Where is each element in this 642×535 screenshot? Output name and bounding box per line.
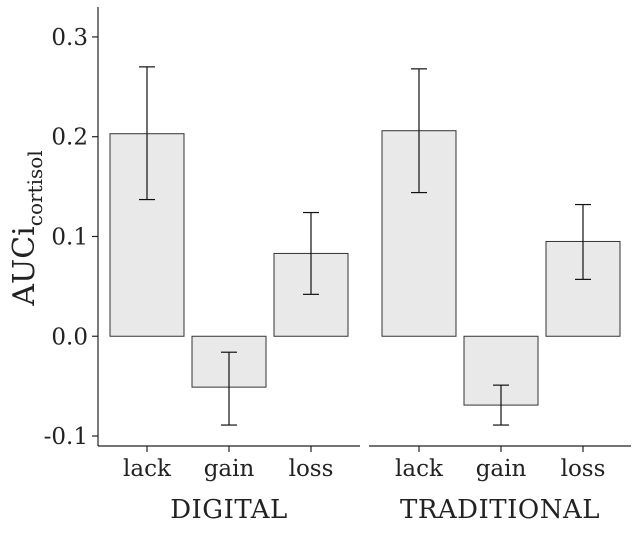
x-tick-label: loss — [561, 456, 606, 482]
y-axis-title: AUCicortisol — [7, 150, 47, 306]
y-tick-label: 0.1 — [51, 224, 88, 250]
y-tick-label: -0.1 — [44, 424, 88, 450]
x-tick-label: lack — [395, 456, 444, 482]
x-tick-label: gain — [476, 456, 527, 482]
panel-label-digital: DIGITAL — [170, 495, 288, 525]
panel-label-traditional: TRADITIONAL — [400, 495, 600, 525]
y-tick-label: 0.2 — [51, 125, 88, 151]
y-axis-title-subscript: cortisol — [23, 150, 47, 226]
x-tick-label: lack — [123, 456, 172, 482]
bar-traditional-lack — [381, 130, 457, 337]
x-tick-label: gain — [204, 456, 255, 482]
y-tick-label: 0.0 — [51, 324, 88, 350]
y-axis-title-main: AUCi — [7, 226, 42, 307]
y-tick-label: 0.3 — [51, 25, 88, 51]
x-tick-label: loss — [289, 456, 334, 482]
